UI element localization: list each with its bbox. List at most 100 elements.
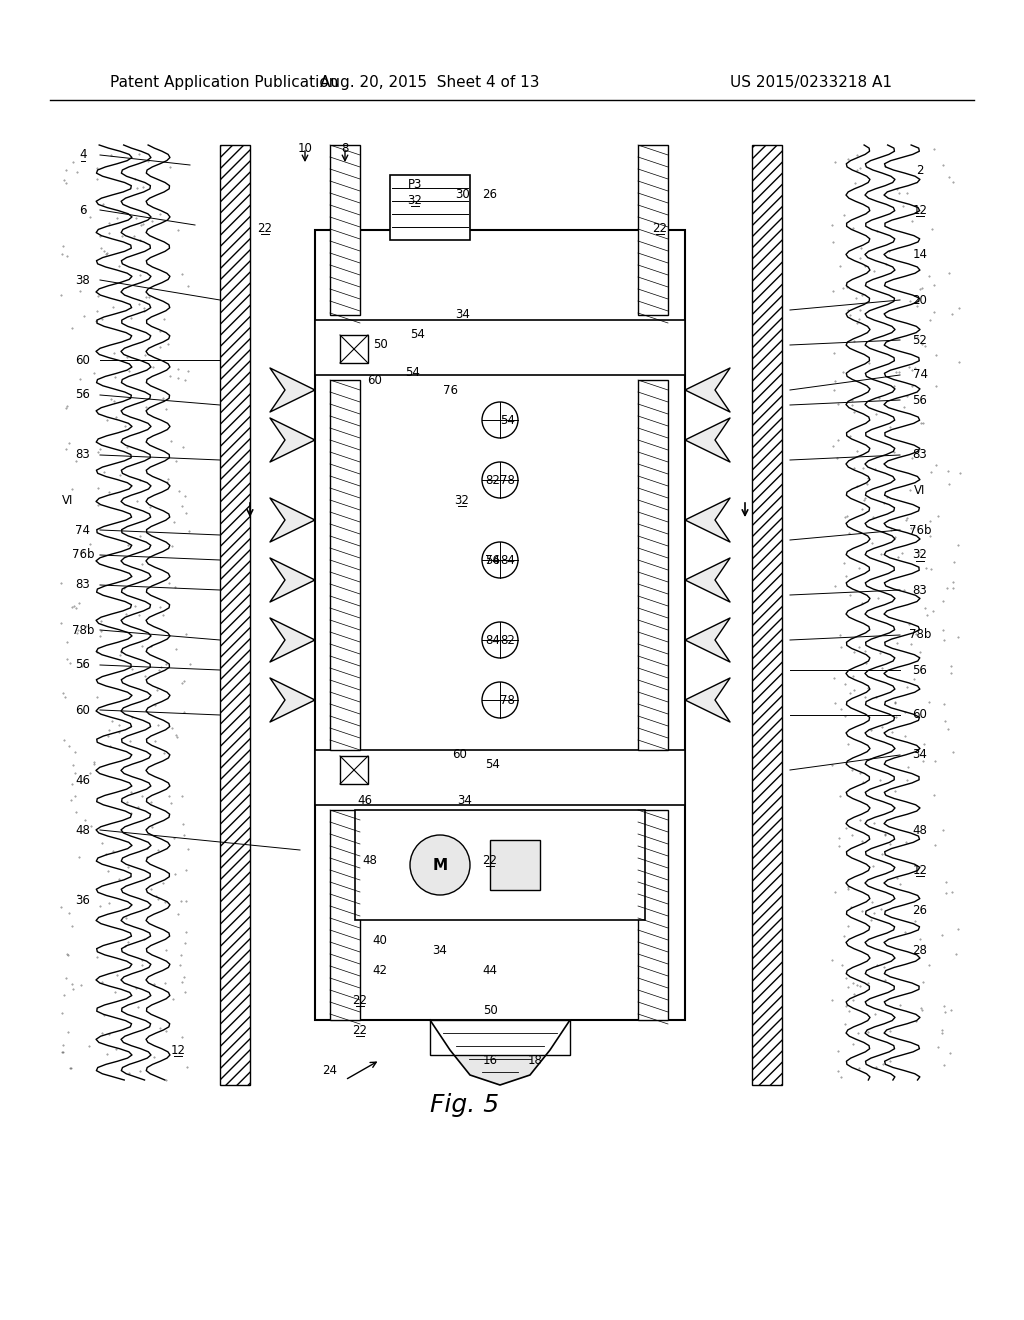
Text: 48: 48 bbox=[912, 824, 928, 837]
Text: 60: 60 bbox=[453, 748, 467, 762]
Bar bbox=[638, 145, 668, 315]
Text: 44: 44 bbox=[482, 964, 498, 977]
Text: Patent Application Publication: Patent Application Publication bbox=[110, 74, 338, 90]
Text: 60: 60 bbox=[76, 354, 90, 367]
Polygon shape bbox=[270, 418, 315, 462]
Bar bbox=[390, 176, 470, 240]
Text: 40: 40 bbox=[373, 933, 387, 946]
Bar bbox=[355, 810, 645, 920]
Text: 8: 8 bbox=[341, 141, 349, 154]
Text: 52: 52 bbox=[912, 334, 928, 346]
Text: 32: 32 bbox=[455, 494, 469, 507]
Text: 46: 46 bbox=[357, 793, 373, 807]
Bar bbox=[430, 1020, 570, 1055]
Text: 78: 78 bbox=[500, 693, 515, 706]
Text: 54: 54 bbox=[500, 413, 515, 426]
Text: 12: 12 bbox=[171, 1044, 185, 1056]
Polygon shape bbox=[685, 678, 730, 722]
Polygon shape bbox=[685, 368, 730, 412]
Text: 22: 22 bbox=[652, 222, 668, 235]
Text: 82: 82 bbox=[500, 634, 515, 647]
Bar bbox=[638, 810, 668, 1020]
Text: 50: 50 bbox=[482, 1003, 498, 1016]
Text: 6: 6 bbox=[79, 203, 87, 216]
Text: 48: 48 bbox=[362, 854, 378, 866]
Text: 76b: 76b bbox=[908, 524, 931, 536]
Text: VI: VI bbox=[914, 483, 926, 496]
Text: 76: 76 bbox=[485, 553, 500, 566]
Text: 30: 30 bbox=[456, 189, 470, 202]
Text: 74: 74 bbox=[912, 368, 928, 381]
Text: 32: 32 bbox=[912, 549, 928, 561]
Text: 56: 56 bbox=[76, 659, 90, 672]
Text: 32: 32 bbox=[408, 194, 423, 206]
Text: 22: 22 bbox=[257, 222, 272, 235]
Text: 26: 26 bbox=[482, 189, 498, 202]
Text: 56: 56 bbox=[912, 393, 928, 407]
Bar bbox=[330, 145, 360, 315]
Bar bbox=[220, 145, 250, 1085]
Polygon shape bbox=[270, 498, 315, 543]
Text: 84: 84 bbox=[500, 553, 515, 566]
Text: 22: 22 bbox=[352, 994, 368, 1006]
Text: 84: 84 bbox=[485, 634, 500, 647]
Polygon shape bbox=[270, 558, 315, 602]
Text: 78b: 78b bbox=[909, 628, 931, 642]
Text: P3: P3 bbox=[408, 178, 422, 191]
Text: 18: 18 bbox=[527, 1053, 543, 1067]
Text: 14: 14 bbox=[912, 248, 928, 261]
Text: Fig. 5: Fig. 5 bbox=[430, 1093, 499, 1117]
Text: 34: 34 bbox=[458, 793, 472, 807]
Polygon shape bbox=[270, 678, 315, 722]
Text: 22: 22 bbox=[352, 1023, 368, 1036]
Polygon shape bbox=[685, 618, 730, 663]
Circle shape bbox=[410, 836, 470, 895]
Text: 54: 54 bbox=[485, 759, 500, 771]
Bar bbox=[315, 750, 685, 805]
Text: 56: 56 bbox=[76, 388, 90, 401]
Text: 10: 10 bbox=[298, 141, 312, 154]
Polygon shape bbox=[430, 1020, 570, 1085]
Text: 83: 83 bbox=[76, 578, 90, 591]
Text: 42: 42 bbox=[373, 964, 387, 977]
Text: 54: 54 bbox=[411, 329, 425, 342]
Text: 34: 34 bbox=[912, 748, 928, 762]
Text: 26: 26 bbox=[912, 903, 928, 916]
Bar bbox=[340, 756, 368, 784]
Text: 54: 54 bbox=[485, 553, 500, 566]
Text: 28: 28 bbox=[912, 944, 928, 957]
Text: 22: 22 bbox=[482, 854, 498, 866]
Bar bbox=[638, 380, 668, 750]
Text: 74: 74 bbox=[76, 524, 90, 536]
Text: 78: 78 bbox=[500, 474, 515, 487]
Text: 12: 12 bbox=[912, 203, 928, 216]
Bar bbox=[315, 230, 685, 1020]
Text: M: M bbox=[432, 858, 447, 873]
Bar bbox=[330, 380, 360, 750]
Text: 4: 4 bbox=[79, 149, 87, 161]
Bar bbox=[330, 810, 360, 1020]
Text: Aug. 20, 2015  Sheet 4 of 13: Aug. 20, 2015 Sheet 4 of 13 bbox=[321, 74, 540, 90]
Text: 46: 46 bbox=[76, 774, 90, 787]
Text: 16: 16 bbox=[482, 1053, 498, 1067]
Text: 60: 60 bbox=[368, 374, 382, 387]
Text: 78b: 78b bbox=[72, 623, 94, 636]
Polygon shape bbox=[270, 368, 315, 412]
Polygon shape bbox=[270, 618, 315, 663]
Text: 34: 34 bbox=[432, 944, 447, 957]
Text: 83: 83 bbox=[912, 583, 928, 597]
Bar bbox=[340, 335, 368, 363]
Text: 82: 82 bbox=[485, 474, 500, 487]
Text: 48: 48 bbox=[76, 824, 90, 837]
Bar bbox=[315, 319, 685, 375]
Text: 38: 38 bbox=[76, 273, 90, 286]
Text: 50: 50 bbox=[373, 338, 387, 351]
Text: 76b: 76b bbox=[72, 549, 94, 561]
Text: 60: 60 bbox=[76, 704, 90, 717]
Text: 60: 60 bbox=[912, 709, 928, 722]
Text: 20: 20 bbox=[912, 293, 928, 306]
Text: VI: VI bbox=[62, 494, 74, 507]
Text: 2: 2 bbox=[916, 164, 924, 177]
Bar bbox=[490, 840, 540, 890]
Text: US 2015/0233218 A1: US 2015/0233218 A1 bbox=[730, 74, 892, 90]
